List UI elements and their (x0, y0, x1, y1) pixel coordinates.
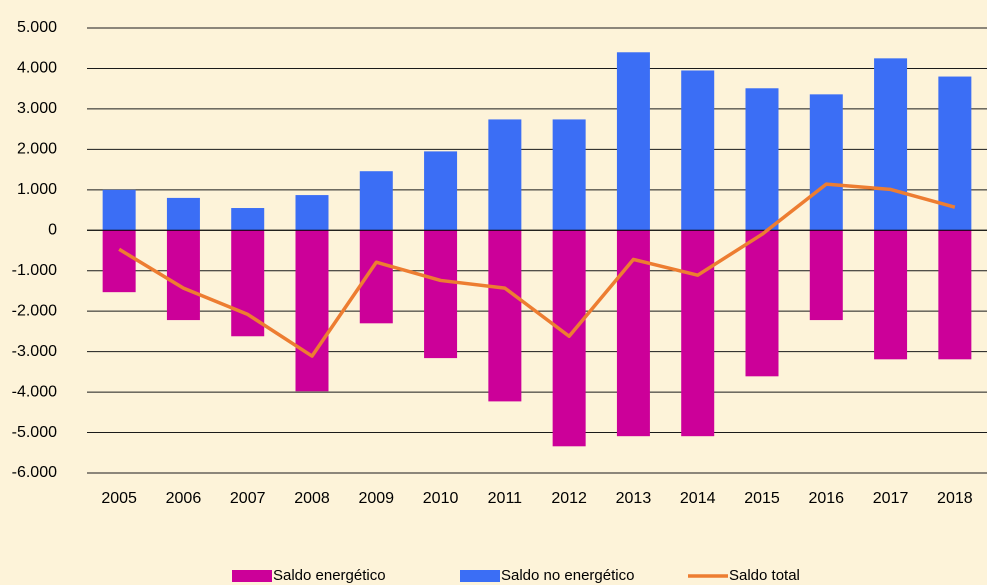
bar (488, 230, 522, 402)
bar (295, 230, 329, 392)
y-tick-label: 2.000 (17, 141, 57, 158)
x-tick-label: 2011 (488, 490, 523, 507)
bar (166, 197, 200, 231)
y-tick-label: 4.000 (17, 60, 57, 77)
bar (552, 230, 586, 447)
y-tick-label: 1.000 (17, 181, 57, 198)
bar (616, 230, 650, 437)
x-tick-label: 2005 (101, 490, 137, 507)
bar (809, 94, 843, 231)
y-tick-label: -5.000 (12, 424, 57, 441)
bar (809, 230, 843, 321)
x-tick-label: 2013 (616, 490, 652, 507)
bar (616, 52, 650, 231)
x-tick-label: 2018 (937, 490, 973, 507)
bar (424, 230, 458, 359)
bar (745, 230, 779, 377)
y-tick-label: -6.000 (12, 464, 57, 481)
legend-label: Saldo total (729, 567, 800, 584)
bar (681, 230, 715, 437)
bar (231, 230, 265, 337)
bar (359, 171, 393, 231)
bar (231, 208, 265, 231)
y-tick-label: 5.000 (17, 19, 57, 36)
y-tick-label: -1.000 (12, 262, 57, 279)
y-tick-label: -3.000 (12, 343, 57, 360)
x-tick-label: 2015 (744, 490, 780, 507)
legend-swatch (232, 570, 272, 582)
legend-swatch (460, 570, 500, 582)
bar (681, 70, 715, 231)
legend-label: Saldo no energético (501, 567, 634, 584)
bar (874, 58, 908, 231)
bar (552, 119, 586, 231)
y-tick-label: -2.000 (12, 302, 57, 319)
legend: Saldo energético Saldo no energético Saldo… (232, 567, 800, 584)
y-tick-label: 3.000 (17, 100, 57, 117)
x-tick-label: 2006 (166, 490, 202, 507)
bar (488, 119, 522, 231)
bar (938, 230, 972, 360)
bar (102, 189, 136, 231)
bar (166, 230, 200, 321)
x-tick-label: 2014 (680, 490, 716, 507)
x-tick-label: 2008 (294, 490, 330, 507)
x-tick-label: 2017 (873, 490, 909, 507)
x-tick-label: 2007 (230, 490, 266, 507)
bar (424, 151, 458, 231)
y-tick-label: 0 (48, 221, 57, 238)
x-tick-label: 2016 (808, 490, 844, 507)
line (118, 182, 956, 358)
x-tick-label: 2010 (423, 490, 459, 507)
x-tick-label: 2009 (358, 490, 394, 507)
legend-label: Saldo energético (273, 567, 386, 584)
bar (295, 195, 329, 231)
bar (874, 230, 908, 360)
y-tick-label: -4.000 (12, 383, 57, 400)
x-tick-label: 2012 (551, 490, 587, 507)
bar (102, 230, 136, 293)
bar (745, 88, 779, 231)
